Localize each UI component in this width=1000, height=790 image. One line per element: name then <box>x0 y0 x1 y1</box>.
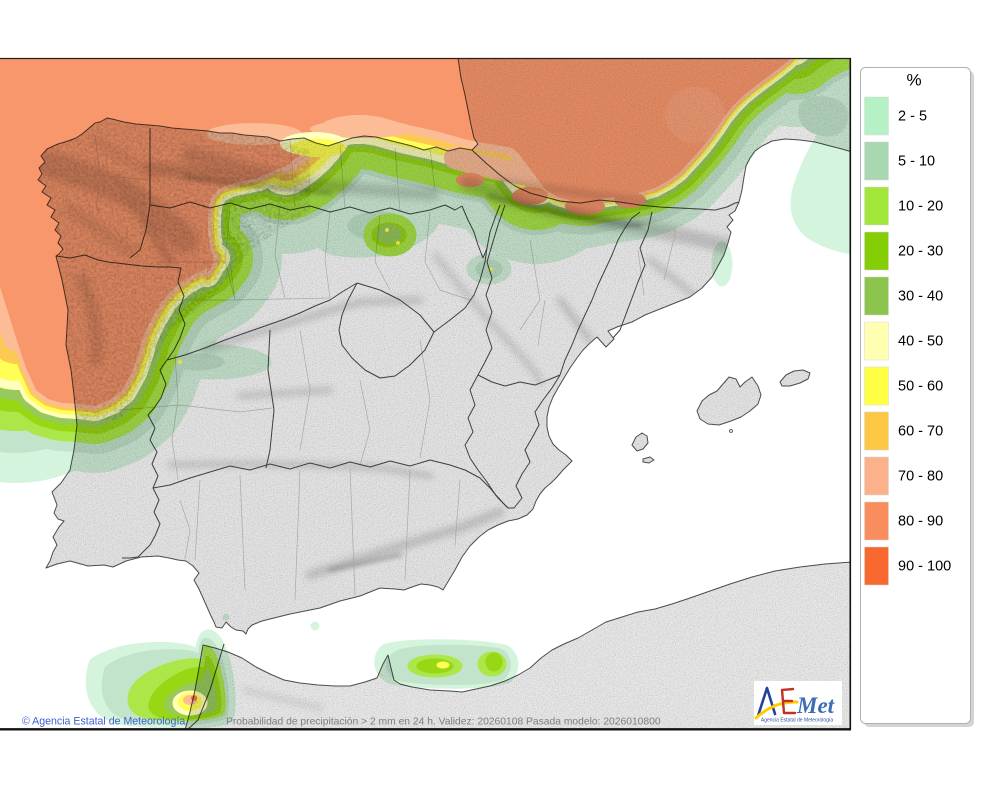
svg-text:60 - 70: 60 - 70 <box>898 424 943 440</box>
svg-text:20 - 30: 20 - 30 <box>898 244 943 260</box>
svg-text:Agencia Estatal de Meteorologí: Agencia Estatal de Meteorología <box>761 718 833 724</box>
svg-text:Probabilidad de precipitación: Probabilidad de precipitación > 2 mm en … <box>226 717 661 728</box>
svg-text:Met: Met <box>796 693 835 718</box>
svg-text:70 - 80: 70 - 80 <box>898 469 943 485</box>
svg-text:5 - 10: 5 - 10 <box>898 154 935 170</box>
svg-text:2 - 5: 2 - 5 <box>898 109 927 125</box>
svg-text:90 - 100: 90 - 100 <box>898 559 951 575</box>
svg-text:40 - 50: 40 - 50 <box>898 334 943 350</box>
svg-text:10 - 20: 10 - 20 <box>898 199 943 215</box>
svg-text:80 - 90: 80 - 90 <box>898 514 943 530</box>
svg-text:30 - 40: 30 - 40 <box>898 289 943 305</box>
svg-text:50 - 60: 50 - 60 <box>898 379 943 395</box>
svg-text:%: % <box>906 71 921 90</box>
svg-text:© Agencia Estatal de Meteorolo: © Agencia Estatal de Meteorología <box>22 716 185 728</box>
